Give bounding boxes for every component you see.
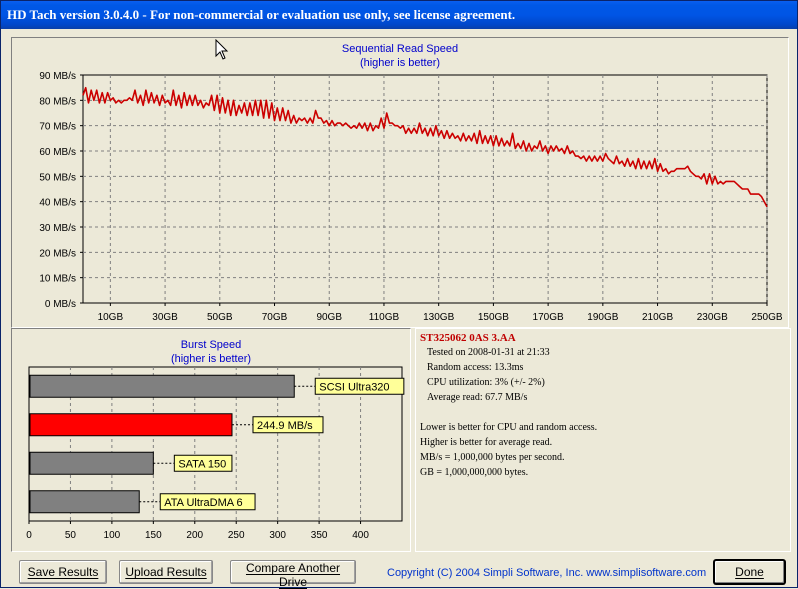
seq-y-tick-label: 0 MB/s: [45, 299, 76, 310]
seq-y-tick-label: 80 MB/s: [39, 96, 76, 107]
seq-read-speed-line: [82, 86, 768, 208]
burst-plot-frame: [28, 366, 403, 522]
burst-chart-subtitle: (higher is better): [171, 353, 251, 365]
burst-bar: [29, 490, 140, 514]
seq-y-tick-label: 90 MB/s: [39, 71, 76, 82]
burst-x-tick-label: 400: [352, 530, 369, 541]
seq-y-tick-label: 20 MB/s: [39, 248, 76, 259]
seq-x-tick-label: 50GB: [207, 312, 233, 323]
save-results-button[interactable]: Save Results: [19, 560, 107, 584]
burst-x-tick-label: 300: [269, 530, 286, 541]
burst-x-tick-label: 0: [26, 530, 32, 541]
burst-x-tick-label: 150: [145, 530, 162, 541]
seq-x-tick-label: 210GB: [642, 312, 673, 323]
burst-chart-title: Burst Speed: [181, 339, 242, 351]
cpu-utilization: CPU utilization: 3% (+/- 2%): [427, 377, 545, 388]
burst-label-box: [159, 493, 256, 511]
seq-x-tick-label: 170GB: [533, 312, 564, 323]
random-access: Random access: 13.3ms: [427, 362, 524, 373]
burst-label-box: [314, 377, 405, 395]
seq-x-tick-label: 90GB: [316, 312, 342, 323]
burst-bar: [29, 413, 233, 437]
note-mbs: MB/s = 1,000,000 bytes per second.: [420, 452, 565, 463]
seq-x-tick-label: 190GB: [587, 312, 618, 323]
sequential-read-panel: Sequential Read Speed (higher is better) 0…: [11, 37, 789, 328]
copyright-text[interactable]: Copyright (C) 2004 Simpli Software, Inc.…: [387, 567, 707, 579]
compare-another-drive-label: Compare Another Drive: [245, 561, 341, 589]
done-button[interactable]: Done: [714, 560, 785, 584]
seq-x-tick-label: 230GB: [697, 312, 728, 323]
seq-y-tick-label: 40 MB/s: [39, 198, 76, 209]
tested-date: Tested on 2008-01-31 at 21:33: [427, 347, 550, 358]
seq-x-tick-label: 30GB: [152, 312, 178, 323]
seq-y-tick-label: 30 MB/s: [39, 223, 76, 234]
burst-bar-label: SCSI Ultra320: [319, 381, 389, 393]
burst-bar: [29, 374, 295, 398]
note-gb: GB = 1,000,000,000 bytes.: [420, 467, 529, 478]
burst-x-tick-label: 200: [186, 530, 203, 541]
burst-speed-chart: Burst Speed (higher is better) 0 50 100 150 20…: [26, 339, 405, 541]
seq-x-tick-label: 110GB: [369, 312, 400, 323]
done-label: Done: [735, 565, 764, 579]
seq-plot-frame: [82, 74, 768, 304]
compare-another-drive-button[interactable]: Compare Another Drive: [230, 560, 356, 589]
burst-x-tick-label: 50: [65, 530, 77, 541]
seq-y-tick-label: 70 MB/s: [39, 122, 76, 133]
seq-x-tick-label: 150GB: [478, 312, 509, 323]
burst-x-tick-label: 100: [104, 530, 121, 541]
upload-results-label: Upload Results: [125, 565, 207, 579]
seq-x-tick-label: 250GB: [751, 312, 782, 323]
note-higher-better: Higher is better for average read.: [420, 437, 553, 448]
average-read: Average read: 67.7 MB/s: [427, 392, 528, 403]
arrow-cursor-icon: [215, 39, 229, 60]
burst-bar-label: 244.9 MB/s: [257, 420, 313, 432]
burst-label-box: [252, 416, 324, 434]
upload-results-button[interactable]: Upload Results: [119, 560, 213, 584]
burst-x-tick-label: 350: [311, 530, 328, 541]
seq-y-tick-label: 60 MB/s: [39, 147, 76, 158]
drive-info-panel: [415, 328, 791, 552]
note-lower-better: Lower is better for CPU and random acces…: [420, 422, 598, 433]
seq-chart-title: Sequential Read Speed: [342, 43, 458, 55]
title-bar[interactable]: HD Tach version 3.0.4.0 - For non-commer…: [1, 1, 797, 29]
save-results-label: Save Results: [27, 565, 99, 579]
burst-x-tick-label: 250: [228, 530, 245, 541]
drive-model: ST325062 0AS 3.AA: [420, 332, 516, 344]
seq-y-tick-label: 50 MB/s: [39, 172, 76, 183]
seq-x-tick-label: 130GB: [423, 312, 454, 323]
drive-info: ST325062 0AS 3.AA Tested on 2008-01-31 a…: [420, 332, 790, 482]
seq-chart-subtitle: (higher is better): [360, 57, 440, 69]
seq-x-tick-label: 10GB: [98, 312, 124, 323]
burst-label-box: [173, 454, 233, 472]
burst-bar: [29, 451, 154, 475]
window-title: HD Tach version 3.0.4.0 - For non-commer…: [7, 7, 516, 22]
sequential-read-chart: Sequential Read Speed (higher is better) 0…: [39, 43, 783, 323]
burst-bar-label: SATA 150: [178, 458, 226, 470]
seq-y-tick-label: 10 MB/s: [39, 274, 76, 285]
burst-bar-label: ATA UltraDMA 6: [164, 497, 242, 509]
burst-speed-panel: Burst Speed (higher is better) 0 50 100 150 20…: [11, 328, 411, 552]
seq-x-tick-label: 70GB: [262, 312, 288, 323]
